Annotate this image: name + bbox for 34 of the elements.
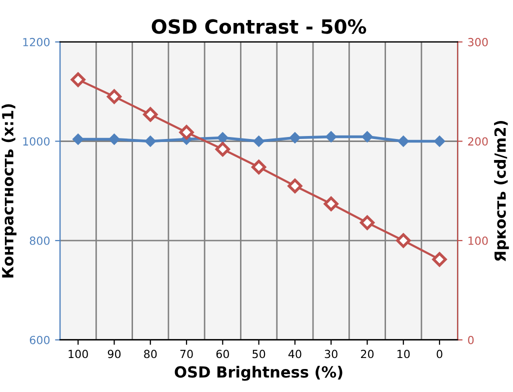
- y-axis-title: Контрастность (x:1): [2, 104, 16, 278]
- chart-title: OSD Contrast - 50%: [152, 19, 366, 34]
- x-tick-label: 20: [360, 350, 374, 358]
- point: [360, 215, 375, 230]
- x-tick-label: 60: [216, 350, 229, 358]
- point: [143, 107, 158, 122]
- y-tick-label: 800: [30, 236, 50, 245]
- y-tick-label: 1000: [23, 137, 50, 146]
- point: [396, 233, 411, 248]
- point: [215, 142, 230, 156]
- x-tick-label: 0: [436, 350, 442, 358]
- x-tick-label: 70: [180, 350, 193, 358]
- point: [288, 178, 302, 194]
- x-tick-label: 100: [68, 350, 88, 358]
- y2-axis-title: Яркость (cd/m2): [494, 120, 509, 262]
- y2-tick-label: 0: [468, 336, 474, 344]
- point: [106, 89, 122, 104]
- y2-tick-label: 100: [468, 236, 488, 245]
- x-tick-label: 30: [324, 350, 338, 358]
- point: [324, 196, 338, 212]
- y2-tick-label: 300: [468, 38, 488, 46]
- point: [252, 160, 266, 174]
- y-tick-label: 1200: [23, 38, 50, 46]
- y2-tick-label: 200: [468, 137, 488, 146]
- x-tick-label: 10: [398, 350, 410, 358]
- x-tick-label: 80: [144, 350, 157, 358]
- x-tick-label: 40: [288, 350, 302, 358]
- x-tick-label: 50: [252, 350, 266, 358]
- point: [179, 125, 194, 140]
- point: [432, 252, 447, 267]
- x-axis-title: OSD Brightness (%): [174, 366, 342, 381]
- y-tick-label: 600: [30, 336, 50, 344]
- point: [70, 72, 86, 87]
- x-tick-label: 90: [108, 350, 121, 358]
